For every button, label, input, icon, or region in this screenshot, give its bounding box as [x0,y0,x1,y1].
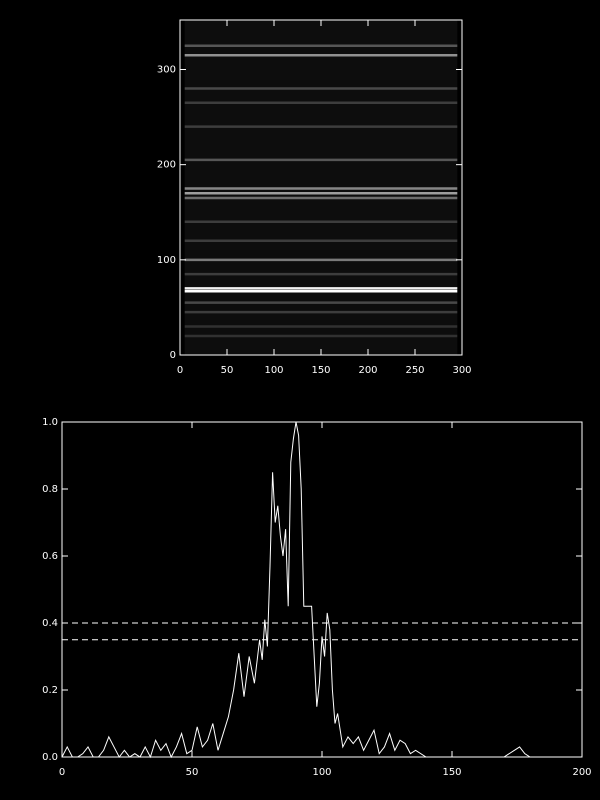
x-tick-label: 250 [405,365,424,376]
y-tick-label: 0.6 [42,551,58,562]
y-tick-label: 100 [157,255,176,266]
x-tick-label: 150 [311,365,330,376]
x-tick-label: 0 [177,365,183,376]
data-line [61,421,582,759]
y-tick-label: 200 [157,160,176,171]
x-tick-label: 300 [452,365,471,376]
x-tick-label: 150 [442,767,461,778]
x-tick-label: 50 [221,365,234,376]
y-tick-label: 300 [157,64,176,75]
x-tick-label: 0 [59,767,65,778]
y-tick-label: 1.0 [42,417,58,428]
plot-frame [61,421,583,758]
x-tick-label: 200 [572,767,591,778]
x-tick-label: 100 [312,767,331,778]
x-tick-label: 50 [186,767,199,778]
y-tick-label: 0.0 [42,752,58,763]
x-tick-label: 200 [358,365,377,376]
x-tick-label: 100 [264,365,283,376]
y-tick-label: 0 [170,350,176,361]
y-tick-label: 0.4 [42,618,58,629]
y-tick-label: 0.2 [42,685,58,696]
y-tick-label: 0.8 [42,484,58,495]
